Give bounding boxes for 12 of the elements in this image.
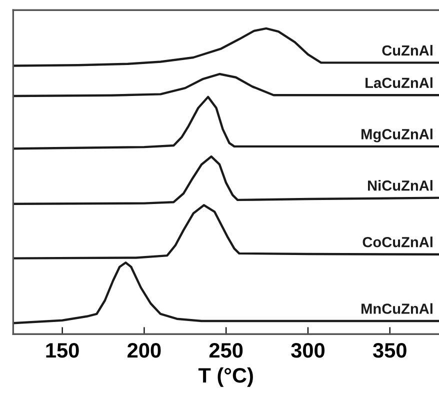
x-tick-label: 250 bbox=[209, 343, 243, 358]
x-tick-label: 300 bbox=[291, 343, 325, 358]
x-tick-label: 350 bbox=[372, 343, 406, 358]
series-label: NiCuZnAl bbox=[368, 180, 432, 191]
series-label: CoCuZnAl bbox=[362, 236, 432, 248]
series-label: MgCuZnAl bbox=[362, 128, 432, 142]
x-tick-label: 150 bbox=[46, 343, 79, 358]
series-label: MnCuZnAl bbox=[362, 303, 432, 314]
x-axis-title: T (°C) bbox=[198, 367, 253, 387]
series-label: CuZnAl bbox=[382, 44, 432, 56]
series-label: LaCuZnAl bbox=[366, 77, 432, 88]
x-tick-label: 200 bbox=[128, 343, 161, 358]
